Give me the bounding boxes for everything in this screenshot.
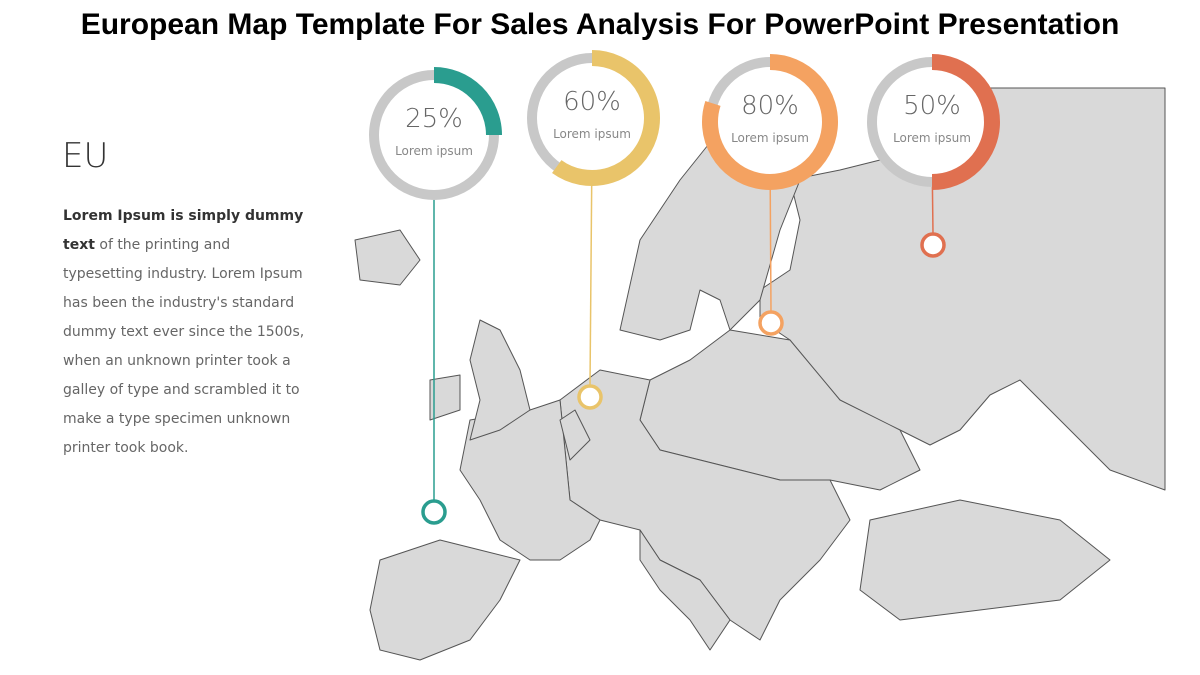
- gauge-value: 50%: [903, 91, 961, 121]
- description-body: of the printing and typesetting industry…: [63, 237, 305, 456]
- gauge-value: 60%: [563, 87, 621, 117]
- europe-map: [354, 87, 1166, 661]
- pointer-dot: [920, 232, 946, 258]
- gauge-arc: [931, 54, 1000, 190]
- pointer-dot: [758, 310, 784, 336]
- gauge-label: Lorem ipsum: [553, 127, 631, 141]
- gauge-value: 25%: [405, 104, 463, 134]
- pointer-line: [589, 147, 593, 387]
- pointer-dot: [421, 499, 447, 525]
- slide-title: European Map Template For Sales Analysis…: [80, 8, 1120, 41]
- description-intro: Lorem Ipsum is simply dummy text: [63, 208, 304, 253]
- pointer-dot: [577, 384, 603, 410]
- region-heading: EU: [62, 136, 109, 176]
- gauge-label: Lorem ipsum: [893, 131, 971, 145]
- gauge-label: Lorem ipsum: [395, 144, 473, 158]
- description: Lorem Ipsum is simply dummy text of the …: [63, 202, 313, 463]
- gauge-value: 80%: [741, 91, 799, 121]
- gauge-arc: [702, 54, 838, 190]
- gauge-arc: [433, 67, 502, 136]
- gauge-arc: [552, 50, 660, 186]
- gauge-label: Lorem ipsum: [731, 131, 809, 145]
